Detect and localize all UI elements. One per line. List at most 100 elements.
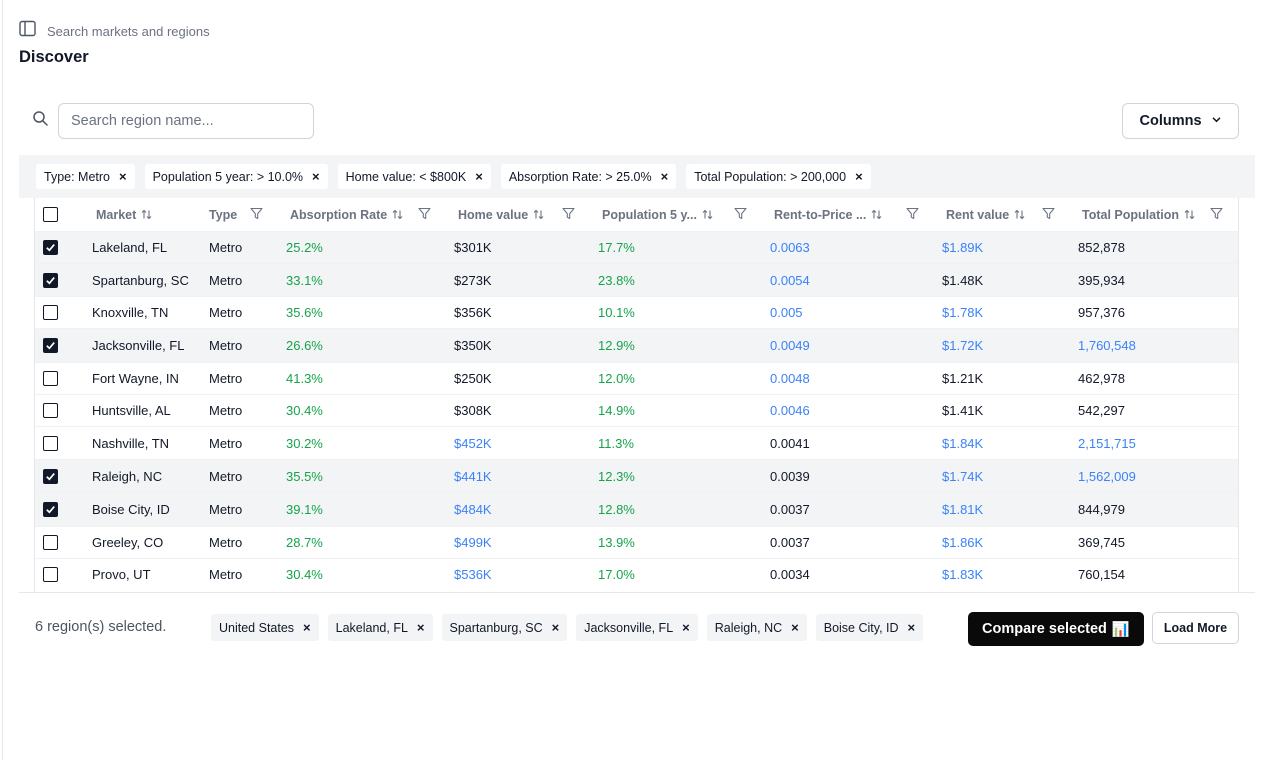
column-header-total-population[interactable]: Total Population bbox=[1082, 198, 1195, 231]
load-more-button[interactable]: Load More bbox=[1152, 612, 1239, 644]
cell-market[interactable]: Huntsville, AL bbox=[92, 403, 171, 418]
cell-home-value: $356K bbox=[454, 305, 492, 320]
unchecked-checkbox[interactable] bbox=[43, 435, 58, 451]
table-row[interactable]: Fort Wayne, IN Metro 41.3% $250K 12.0% 0.0048… bbox=[35, 362, 1238, 394]
column-header-population-5-year[interactable]: Population 5 y... bbox=[602, 198, 713, 231]
row-checkbox[interactable] bbox=[43, 395, 58, 426]
column-header-rent-value[interactable]: Rent value bbox=[946, 198, 1025, 231]
remove-region-icon[interactable]: × bbox=[416, 620, 425, 635]
table-row[interactable]: Boise City, ID Metro 39.1% $484K 12.8% 0.0037… bbox=[35, 492, 1238, 526]
sort-icon[interactable] bbox=[1184, 209, 1195, 220]
table-row[interactable]: Spartanburg, SC Metro 33.1% $273K 23.8% 0.005… bbox=[35, 263, 1238, 296]
checked-checkbox[interactable] bbox=[43, 502, 58, 517]
column-filter-icon[interactable] bbox=[250, 207, 263, 225]
sort-icon[interactable] bbox=[141, 209, 152, 220]
remove-filter-icon[interactable]: × bbox=[475, 169, 483, 184]
row-checkbox[interactable] bbox=[43, 493, 58, 526]
row-checkbox[interactable] bbox=[43, 427, 58, 459]
remove-region-icon[interactable]: × bbox=[551, 620, 560, 635]
chevron-down-icon bbox=[1211, 113, 1222, 129]
unchecked-checkbox[interactable] bbox=[43, 567, 58, 582]
unchecked-checkbox[interactable] bbox=[43, 305, 58, 320]
row-checkbox[interactable] bbox=[43, 460, 58, 492]
row-checkbox[interactable] bbox=[43, 232, 58, 263]
column-header-absorption[interactable]: Absorption Rate bbox=[290, 198, 403, 231]
table-row[interactable]: Raleigh, NC Metro 35.5% $441K 12.3% 0.0039 $1.… bbox=[35, 459, 1238, 492]
checked-checkbox[interactable] bbox=[43, 240, 58, 255]
table-row[interactable]: Greeley, CO Metro 28.7% $499K 13.9% 0.0037 $1.… bbox=[35, 526, 1238, 558]
cell-total-pop: 760,154 bbox=[1078, 567, 1125, 582]
global-search-hint[interactable]: Search markets and regions bbox=[47, 23, 210, 39]
row-checkbox[interactable] bbox=[43, 264, 58, 296]
remove-region-icon[interactable]: × bbox=[303, 620, 311, 635]
cell-market[interactable]: Raleigh, NC bbox=[92, 468, 163, 484]
column-filter-icon[interactable] bbox=[906, 207, 919, 225]
cell-market[interactable]: Boise City, ID bbox=[92, 502, 170, 517]
column-header-rent-to-price[interactable]: Rent-to-Price ... bbox=[774, 198, 882, 231]
remove-filter-icon[interactable]: × bbox=[119, 169, 127, 184]
row-checkbox[interactable] bbox=[43, 297, 58, 328]
remove-region-icon[interactable]: × bbox=[682, 620, 690, 635]
table-row[interactable]: Nashville, TN Metro 30.2% $452K 11.3% 0.0041 $… bbox=[35, 426, 1238, 459]
active-filters-bar: Type: Metro × Population 5 year: > 10.0% × H… bbox=[19, 155, 1255, 198]
checked-checkbox[interactable] bbox=[43, 338, 58, 353]
remove-filter-icon[interactable]: × bbox=[660, 169, 669, 184]
unchecked-checkbox[interactable] bbox=[43, 535, 58, 550]
remove-region-icon[interactable]: × bbox=[907, 620, 916, 635]
search-input[interactable] bbox=[58, 103, 314, 139]
column-filter-icon[interactable] bbox=[562, 207, 575, 225]
sort-icon[interactable] bbox=[1014, 209, 1025, 220]
column-filter-icon[interactable] bbox=[734, 207, 747, 225]
checked-checkbox[interactable] bbox=[43, 272, 58, 288]
page-title: Discover bbox=[19, 48, 89, 66]
table-row[interactable]: Huntsville, AL Metro 30.4% $308K 14.9% 0.0046… bbox=[35, 394, 1238, 426]
table-row[interactable]: Jacksonville, FL Metro 26.6% $350K 12.9% 0.00… bbox=[35, 328, 1238, 362]
cell-market[interactable]: Nashville, TN bbox=[92, 435, 170, 451]
column-header-market[interactable]: Market bbox=[96, 198, 152, 231]
column-filter-icon[interactable] bbox=[1042, 207, 1055, 225]
unchecked-checkbox[interactable] bbox=[43, 403, 58, 418]
cell-rent: $1.86K bbox=[942, 535, 984, 550]
remove-filter-icon[interactable]: × bbox=[312, 169, 320, 184]
table-row[interactable]: Provo, UT Metro 30.4% $536K 17.0% 0.0034 $1.83… bbox=[35, 558, 1238, 590]
columns-button[interactable]: Columns bbox=[1122, 103, 1239, 139]
row-checkbox[interactable] bbox=[43, 527, 58, 558]
unchecked-checkbox[interactable] bbox=[43, 371, 58, 386]
column-filter-icon[interactable] bbox=[418, 207, 431, 225]
cell-rtp: 0.0034 bbox=[770, 567, 810, 582]
selected-region-chip: Raleigh, NC × bbox=[706, 614, 807, 641]
checkbox-box[interactable] bbox=[43, 207, 58, 222]
row-checkbox[interactable] bbox=[43, 559, 58, 590]
column-filter-icon[interactable] bbox=[1210, 207, 1223, 225]
sort-icon[interactable] bbox=[533, 209, 544, 220]
sort-icon[interactable] bbox=[871, 209, 882, 220]
sort-icon[interactable] bbox=[702, 209, 713, 220]
remove-region-icon[interactable]: × bbox=[791, 620, 799, 635]
remove-filter-icon[interactable]: × bbox=[855, 169, 863, 184]
cell-pop5: 10.1% bbox=[598, 305, 635, 320]
cell-market[interactable]: Greeley, CO bbox=[92, 535, 164, 550]
checked-checkbox[interactable] bbox=[43, 468, 58, 484]
sort-icon[interactable] bbox=[392, 209, 403, 220]
cell-market[interactable]: Lakeland, FL bbox=[92, 240, 168, 255]
cell-market[interactable]: Fort Wayne, IN bbox=[92, 371, 179, 386]
table-row[interactable]: Lakeland, FL Metro 25.2% $301K 17.7% 0.0063 $1… bbox=[35, 231, 1238, 263]
cell-total-pop: 462,978 bbox=[1078, 371, 1125, 386]
cell-pop5: 14.9% bbox=[598, 403, 635, 418]
filter-chip-label: Type: Metro bbox=[44, 169, 110, 184]
cell-market[interactable]: Provo, UT bbox=[92, 567, 151, 582]
cell-market[interactable]: Knoxville, TN bbox=[92, 305, 169, 320]
cell-pop5: 12.0% bbox=[598, 371, 635, 386]
select-all-checkbox[interactable] bbox=[43, 198, 58, 231]
row-checkbox[interactable] bbox=[43, 363, 58, 394]
column-header-home-value[interactable]: Home value bbox=[458, 198, 544, 231]
column-header-type[interactable]: Type bbox=[209, 198, 237, 231]
sidebar-toggle-icon[interactable] bbox=[19, 20, 36, 42]
row-checkbox[interactable] bbox=[43, 329, 58, 362]
table-row[interactable]: Knoxville, TN Metro 35.6% $356K 10.1% 0.005 $1… bbox=[35, 296, 1238, 328]
cell-market[interactable]: Jacksonville, FL bbox=[92, 338, 185, 353]
compare-selected-button[interactable]: Compare selected 📊 bbox=[968, 612, 1144, 646]
cell-market[interactable]: Spartanburg, SC bbox=[92, 272, 189, 288]
cell-absorption: 35.5% bbox=[286, 468, 323, 484]
region-search bbox=[32, 103, 314, 139]
